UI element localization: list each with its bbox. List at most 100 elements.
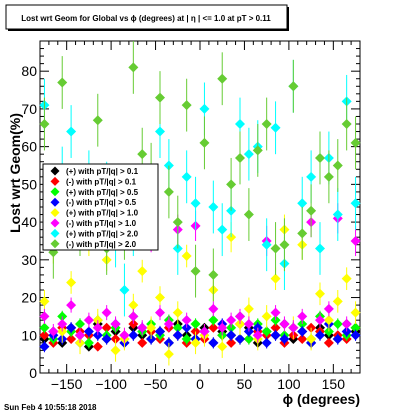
legend-label: (-) with pT/|q| > 2.0 <box>66 240 137 249</box>
data-point <box>181 315 192 326</box>
data-point <box>137 149 148 160</box>
data-point <box>39 330 50 341</box>
legend-marker <box>50 197 60 207</box>
data-point <box>341 273 352 284</box>
data-point <box>39 311 50 322</box>
legend-label: (-) with pT/|q| > 0.1 <box>66 177 137 186</box>
data-point <box>39 341 50 352</box>
data-point <box>288 81 299 92</box>
data-point <box>235 119 245 129</box>
data-point <box>208 337 219 348</box>
data-point <box>208 315 219 326</box>
data-point <box>235 152 245 163</box>
data-point <box>323 315 334 326</box>
y-tick-label: 0 <box>29 365 37 381</box>
data-point <box>101 334 112 345</box>
x-tick-label: −100 <box>95 376 127 392</box>
data-point <box>155 92 165 103</box>
data-point <box>92 115 103 126</box>
data-point <box>155 326 165 337</box>
data-point <box>350 307 361 318</box>
data-point <box>217 341 228 352</box>
data-point <box>261 326 272 337</box>
legend-label: (+) with pT/|q| > 2.0 <box>66 229 139 238</box>
data-point <box>279 239 290 250</box>
data-point <box>226 179 237 190</box>
x-tick-label: 150 <box>322 376 346 392</box>
x-tick-label: 0 <box>196 376 204 392</box>
data-point <box>57 318 68 329</box>
data-point <box>66 322 77 333</box>
title-box: Lost wrt Geom for Global vs ϕ (degrees) … <box>5 4 289 31</box>
data-point <box>208 322 219 333</box>
data-point <box>306 171 317 182</box>
data-point <box>243 149 254 160</box>
y-tick-label: 60 <box>21 139 37 155</box>
data-point <box>297 326 308 337</box>
data-point <box>217 322 228 333</box>
data-point <box>101 307 112 318</box>
data-point <box>146 322 157 333</box>
data-point <box>66 126 77 137</box>
x-tick-label: −150 <box>51 376 83 392</box>
data-point <box>83 315 94 326</box>
data-point <box>155 292 165 303</box>
data-point <box>226 330 237 341</box>
data-point <box>190 198 201 209</box>
y-tick-label: 20 <box>21 290 37 306</box>
data-point <box>297 311 308 322</box>
y-tick-label: 70 <box>21 101 37 117</box>
data-point <box>243 209 254 220</box>
data-point <box>39 119 50 129</box>
legend-frame <box>42 163 159 251</box>
data-point <box>66 277 77 288</box>
data-point <box>279 334 290 345</box>
data-point <box>83 337 94 348</box>
data-point <box>323 171 334 182</box>
data-point <box>332 209 343 220</box>
x-tick-label: 100 <box>277 376 301 392</box>
data-point <box>323 337 334 348</box>
data-point <box>341 119 352 129</box>
data-point <box>75 330 85 341</box>
data-point <box>252 145 263 156</box>
legend-label: (+) with pT/|q| > 1.0 <box>66 209 139 218</box>
data-point <box>110 345 121 356</box>
data-point <box>341 318 352 329</box>
data-point <box>350 235 361 246</box>
legend-marker <box>50 166 60 176</box>
data-point <box>261 119 272 129</box>
data-point <box>190 318 201 329</box>
data-point <box>137 266 148 277</box>
data-point <box>208 202 219 212</box>
data-point <box>128 300 139 311</box>
data-point <box>306 205 317 216</box>
y-tick-label: 40 <box>21 214 37 230</box>
data-point <box>208 269 219 280</box>
data-point <box>163 349 174 360</box>
data-point <box>243 303 254 314</box>
y-tick-label: 80 <box>21 63 37 79</box>
data-point <box>137 337 148 348</box>
chart-title: Lost wrt Geom for Global vs ϕ (degrees) … <box>21 14 271 23</box>
data-point <box>323 303 334 314</box>
data-point <box>252 330 263 341</box>
data-point <box>66 300 77 311</box>
x-tick-label: −50 <box>144 376 168 392</box>
legend-marker <box>50 239 60 249</box>
data-point <box>119 330 130 341</box>
data-point <box>199 103 210 114</box>
title-box-shadow-right <box>287 7 289 31</box>
legend-label: (+) with pT/|q| > 0.1 <box>66 167 139 176</box>
data-point <box>243 334 254 345</box>
data-point <box>332 334 343 345</box>
data-point <box>279 318 290 329</box>
data-point <box>288 322 299 333</box>
data-point <box>119 285 130 295</box>
data-point <box>155 126 165 137</box>
legend-label: (-) with pT/|q| > 1.0 <box>66 219 137 228</box>
data-point <box>350 330 361 341</box>
legend-marker <box>50 187 60 197</box>
data-point <box>217 224 228 235</box>
